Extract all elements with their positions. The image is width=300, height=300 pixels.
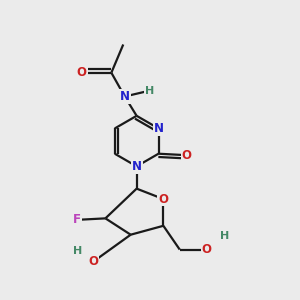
Text: O: O xyxy=(88,255,98,268)
Text: O: O xyxy=(202,243,212,256)
Text: O: O xyxy=(76,66,87,79)
Text: N: N xyxy=(132,160,142,173)
Text: H: H xyxy=(73,246,82,256)
Text: H: H xyxy=(220,231,229,241)
Text: N: N xyxy=(154,122,164,135)
Text: H: H xyxy=(146,85,154,96)
Text: O: O xyxy=(182,149,192,162)
Text: O: O xyxy=(158,193,168,206)
Text: N: N xyxy=(120,90,130,103)
Text: F: F xyxy=(73,213,81,226)
